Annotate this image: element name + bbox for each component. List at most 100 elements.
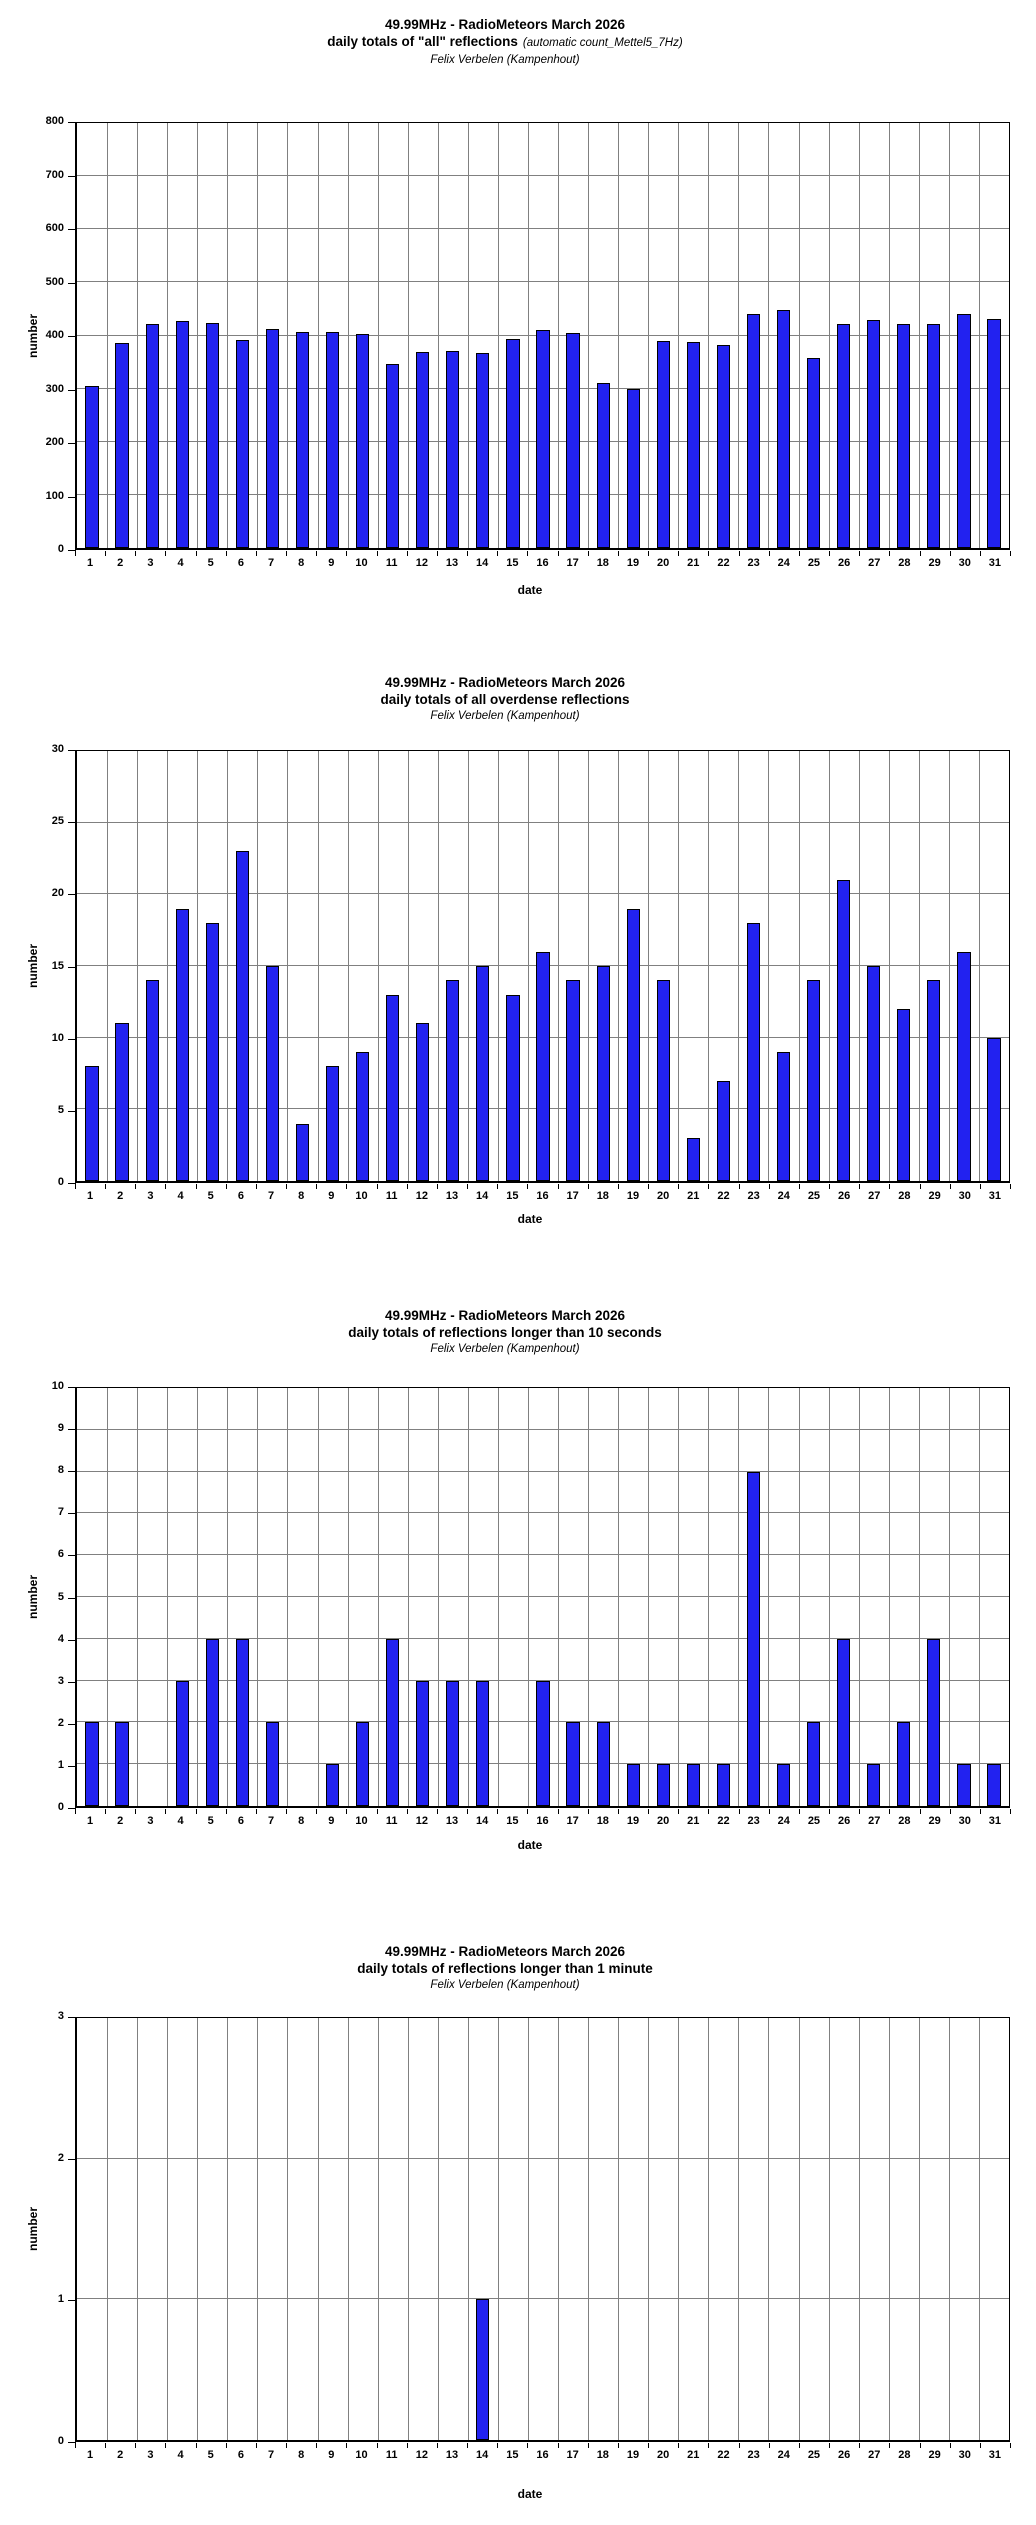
bar-day-18	[596, 382, 610, 548]
gridline-vertical	[167, 123, 169, 548]
bar-day-29	[927, 1638, 941, 1806]
x-tick	[195, 2443, 197, 2448]
x-tick-label: 6	[237, 2449, 244, 2461]
x-tick-label: 31	[988, 2449, 1002, 2461]
gridline-vertical	[317, 1388, 319, 1806]
gridline-vertical	[618, 123, 620, 548]
gridline-vertical	[437, 751, 439, 1181]
gridline-horizontal	[77, 1596, 1009, 1597]
x-tick-label: 25	[807, 1815, 821, 1827]
bar-day-9	[325, 1764, 340, 1806]
x-tick-label: 21	[687, 2449, 700, 2461]
y-tick-label: 25	[51, 815, 64, 828]
bar-day-10	[355, 334, 370, 548]
chart-longer-than-10s: 49.99MHz - RadioMeteors March 2026 daily…	[0, 1262, 1036, 1900]
x-tick-label: 21	[687, 557, 700, 569]
x-tick-label: 22	[717, 1815, 730, 1827]
gridline-vertical	[828, 751, 830, 1181]
x-tick-label: 9	[328, 557, 335, 569]
bar-day-26	[837, 324, 851, 548]
gridline-vertical	[798, 123, 800, 548]
gridline-vertical	[678, 123, 680, 548]
gridline-vertical	[437, 123, 439, 548]
x-tick-label: 23	[747, 1190, 760, 1202]
gridline-vertical	[678, 1388, 680, 1806]
x-tick	[889, 551, 891, 556]
bar-day-15	[506, 994, 520, 1181]
gridline-vertical	[167, 751, 169, 1181]
x-tick	[286, 2443, 288, 2448]
y-tick	[68, 1038, 76, 1040]
bar-day-8	[295, 332, 310, 548]
x-tick-label: 16	[536, 1815, 549, 1827]
x-tick-label: 6	[237, 557, 244, 569]
gridline-vertical	[317, 751, 319, 1181]
x-tick-label: 23	[747, 2449, 760, 2461]
x-tick	[406, 1184, 408, 1189]
x-tick	[798, 1184, 800, 1189]
chart-byline: Felix Verbelen (Kampenhout)	[430, 1343, 580, 1355]
gridline-vertical	[918, 123, 920, 548]
x-tick-label: 13	[445, 557, 459, 569]
bar-day-10	[355, 1052, 370, 1181]
y-tick-label: 4	[57, 1632, 64, 1645]
gridline-vertical	[588, 1388, 590, 1806]
y-tick	[68, 1429, 76, 1431]
gridline-vertical	[347, 123, 349, 548]
bar-day-6	[235, 1638, 249, 1806]
chart-byline: Felix Verbelen (Kampenhout)	[430, 710, 580, 722]
y-tick-label: 400	[45, 329, 64, 341]
x-tick	[467, 1809, 469, 1814]
x-tick-label: 17	[566, 1815, 579, 1827]
x-tick-label: 12	[415, 1190, 428, 1202]
bar-day-4	[175, 1680, 189, 1806]
gridline-vertical	[978, 1388, 980, 1806]
x-tick	[135, 1809, 137, 1814]
gridline-vertical	[918, 1388, 920, 1806]
x-tick	[165, 1184, 167, 1189]
y-tick	[68, 1471, 76, 1473]
y-tick	[68, 389, 76, 391]
y-tick-label: 15	[51, 959, 64, 972]
x-tick-label: 1	[87, 2449, 94, 2461]
bar-day-1	[85, 1722, 99, 1806]
x-tick-label: 12	[415, 2449, 428, 2461]
bar-day-6	[235, 340, 249, 548]
x-tick-label: 22	[717, 557, 730, 569]
bar-day-20	[656, 1764, 670, 1806]
x-tick	[497, 2443, 499, 2448]
gridline-vertical	[708, 123, 710, 548]
x-tick	[346, 1184, 348, 1189]
x-tick-label: 20	[657, 1815, 670, 1827]
x-tick	[738, 2443, 740, 2448]
y-tick	[68, 282, 76, 284]
gridline-horizontal	[77, 1554, 1009, 1556]
x-tick	[497, 1809, 499, 1814]
x-tick	[648, 2443, 650, 2448]
chart-titles: 49.99MHz - RadioMeteors March 2026 daily…	[380, 674, 629, 724]
x-tick-label: 15	[506, 2449, 519, 2461]
plot-area	[75, 750, 1010, 1183]
y-tick-label: 8	[57, 1464, 64, 1477]
x-tick	[436, 1809, 438, 1814]
x-tick-label: 2	[117, 1815, 124, 1827]
x-tick	[1010, 551, 1011, 556]
x-axis-title: date	[517, 2487, 543, 2501]
chart-byline: Felix Verbelen (Kampenhout)	[430, 54, 580, 66]
y-tick	[68, 1723, 76, 1725]
gridline-vertical	[107, 2018, 109, 2440]
x-tick-label: 8	[298, 2449, 305, 2461]
bar-day-30	[957, 1764, 971, 1806]
x-tick-label: 28	[898, 2449, 911, 2461]
chart-subtitle-row: daily totals of reflections longer than …	[357, 1960, 653, 1977]
x-tick	[678, 1809, 680, 1814]
y-tick	[68, 1639, 76, 1641]
gridline-horizontal	[77, 281, 1009, 283]
y-tick	[68, 175, 76, 177]
x-tick	[346, 2443, 348, 2448]
x-tick	[708, 2443, 710, 2448]
gridline-vertical	[257, 123, 259, 548]
gridline-vertical	[648, 123, 650, 548]
chart-longer-than-1min: 49.99MHz - RadioMeteors March 2026 daily…	[0, 1900, 1036, 2525]
gridline-vertical	[467, 1388, 469, 1806]
